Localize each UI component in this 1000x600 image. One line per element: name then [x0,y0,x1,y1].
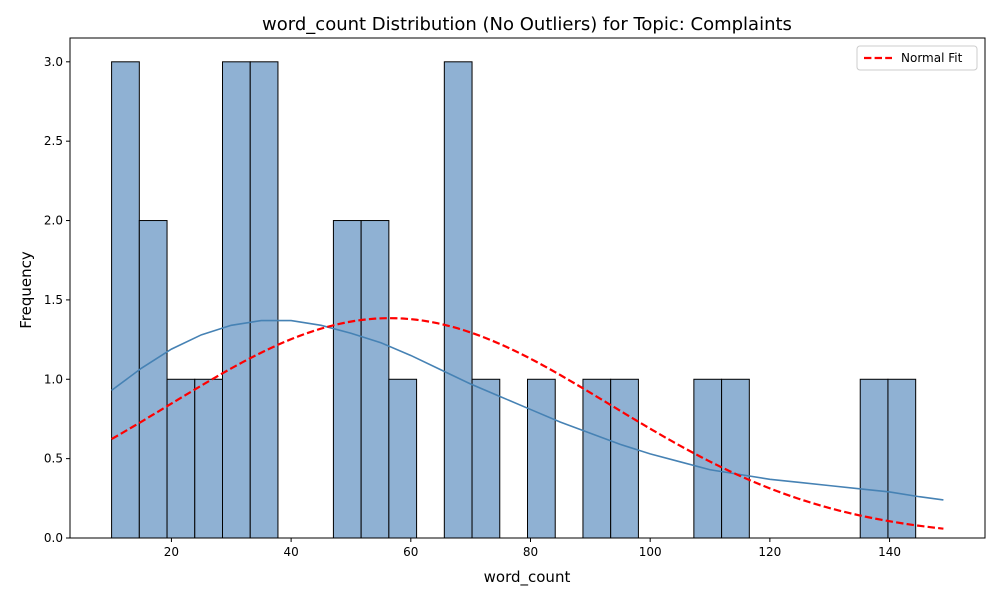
x-tick-label: 140 [878,545,901,559]
y-tick-label: 3.0 [44,55,63,69]
x-tick-label: 60 [403,545,418,559]
histogram-bar [138,220,168,539]
histogram-bar [443,61,473,539]
histogram-bar [111,61,140,539]
y-tick-label: 2.5 [44,134,63,148]
plot-frame [69,37,986,539]
histogram-bar [887,378,917,539]
x-tick-label: 40 [283,545,298,559]
histogram-bar [222,61,251,539]
legend: Normal Fit [856,45,978,71]
x-axis-title: word_count [484,568,571,587]
histogram-bar [527,378,556,539]
histogram-bar [693,378,723,539]
y-tick-label: 1.5 [44,293,63,307]
histogram-bar [721,378,750,539]
histogram-bar [332,220,362,539]
legend-box [856,45,978,71]
x-tick-label: 80 [523,545,538,559]
histogram-bar [388,378,418,539]
y-tick-label: 1.0 [44,372,63,386]
kde-curve [111,319,944,501]
histogram-bar [471,378,501,539]
histogram-bar [249,61,279,539]
normal-fit-curve [111,317,944,530]
y-tick-label: 0.5 [44,452,63,466]
x-tick-label: 100 [639,545,662,559]
y-axis-title: Frequency [17,251,35,329]
legend-label-normal-fit: Normal Fit [901,51,963,65]
x-tick-label: 120 [758,545,781,559]
x-tick-label: 20 [164,545,179,559]
histogram-bar [360,220,390,539]
histogram-bar [610,378,639,539]
y-tick-label: 2.0 [44,214,63,228]
histogram-bar [859,378,889,539]
chart-title: word_count Distribution (No Outliers) fo… [262,14,792,35]
histogram-bar [166,378,196,539]
histogram-bar [582,378,612,539]
y-tick-label: 0.0 [44,531,63,545]
histogram-bar [194,378,223,539]
